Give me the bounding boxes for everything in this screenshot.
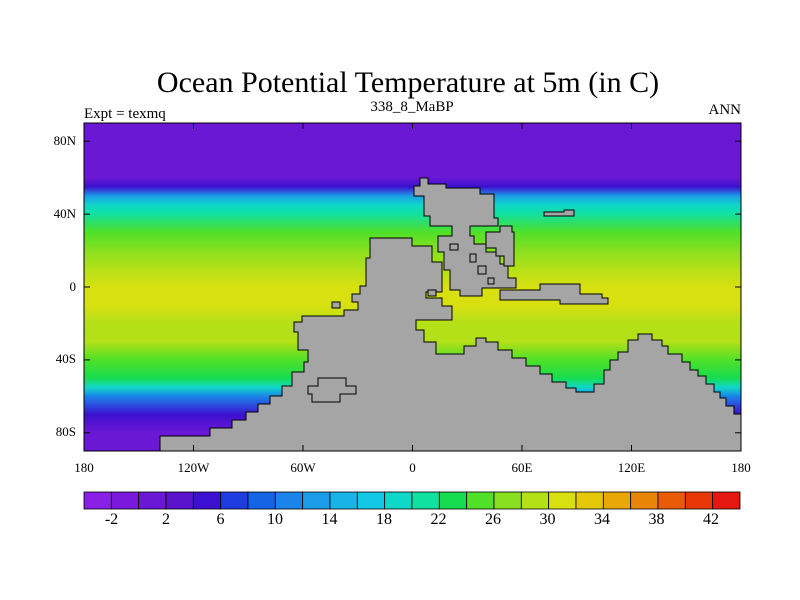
left-subtitle: Expt = texmq [84, 106, 166, 122]
land-antarctic-peninsula [307, 377, 357, 403]
land-equatorial-strip [499, 283, 609, 305]
colorbar-swatch-13 [438, 491, 468, 510]
colorbar-swatch-12 [411, 491, 440, 510]
colorbar-swatch-23 [712, 491, 741, 510]
colorbar-swatch-5 [220, 491, 249, 510]
land-americas [159, 237, 741, 451]
chart-title: Ocean Potential Temperature at 5m (in C) [157, 66, 659, 99]
colorbar-swatch-0 [83, 491, 112, 510]
colorbar-swatch-16 [520, 491, 550, 510]
x-axis-labels: 180 120W 60W 0 60E 120E 180 [74, 460, 751, 475]
map-panel [84, 123, 741, 451]
colorbar-swatch-19 [602, 491, 632, 510]
colorbar-label-26: 26 [485, 511, 501, 528]
y-tick-label-40n: 40N [54, 206, 77, 221]
colorbar-swatch-14 [466, 491, 495, 510]
x-tick-label-120e: 120E [618, 460, 646, 475]
x-tick-label-60e: 60E [512, 460, 533, 475]
land-islet-4 [487, 277, 495, 285]
colorbar-swatch-7 [274, 491, 304, 510]
colorbar-swatch-17 [548, 491, 577, 510]
y-tick-label-40s: 40S [56, 351, 76, 366]
axis-ticks [83, 123, 742, 451]
y-tick-label-80n: 80N [54, 133, 77, 148]
land-east-block [485, 225, 515, 267]
colorbar-label-14: 14 [322, 511, 338, 528]
colorbar-swatch-15 [493, 491, 522, 510]
x-tick-label-60w: 60W [290, 460, 316, 475]
y-axis-labels: 80N 40N 0 40S 80S [54, 133, 77, 439]
land-islet-3 [477, 265, 487, 275]
y-tick-label-eq: 0 [70, 279, 77, 294]
colorbar-swatch-6 [247, 491, 276, 510]
x-tick-label-180w: 180 [74, 460, 94, 475]
colorbar-swatch-8 [302, 491, 331, 510]
y-tick-label-80s: 80S [56, 424, 76, 439]
colorbar-label-m2: -2 [105, 511, 118, 528]
colorbar-label-34: 34 [594, 511, 610, 528]
land-masses [159, 177, 741, 451]
x-tick-label-180e: 180 [731, 460, 751, 475]
colorbar-swatch-2 [138, 491, 167, 510]
land-islet-2 [469, 253, 477, 263]
colorbar-swatch-1 [110, 491, 140, 510]
colorbar-swatch-22 [684, 491, 714, 510]
colorbar-label-22: 22 [431, 511, 447, 528]
colorbar-swatch-21 [657, 491, 686, 510]
colorbar-swatch-11 [384, 491, 413, 510]
colorbar-label-38: 38 [649, 511, 665, 528]
land-islet-1 [449, 243, 459, 251]
colorbar-swatch-9 [329, 491, 358, 510]
x-tick-label-120w: 120W [178, 460, 211, 475]
x-tick-label-0: 0 [409, 460, 416, 475]
colorbar-label-42: 42 [703, 511, 719, 528]
colorbar [83, 491, 741, 510]
colorbar-label-18: 18 [376, 511, 392, 528]
colorbar-swatch-4 [192, 491, 222, 510]
colorbar-label-30: 30 [540, 511, 556, 528]
center-subtitle: 338_8_MaBP [370, 99, 453, 115]
colorbar-label-2: 2 [162, 511, 170, 528]
land-islet-5 [331, 301, 341, 309]
colorbar-label-10: 10 [267, 511, 283, 528]
right-subtitle: ANN [709, 102, 742, 118]
colorbar-swatch-18 [575, 491, 604, 510]
colorbar-swatch-3 [165, 491, 194, 510]
land-islet-6 [427, 289, 437, 297]
colorbar-swatch-20 [630, 491, 659, 510]
colorbar-label-6: 6 [217, 511, 225, 528]
colorbar-swatch-10 [356, 491, 386, 510]
colorbar-labels: -2 2 6 10 14 18 22 26 30 34 38 42 [105, 511, 719, 528]
land-north-island [543, 209, 575, 217]
